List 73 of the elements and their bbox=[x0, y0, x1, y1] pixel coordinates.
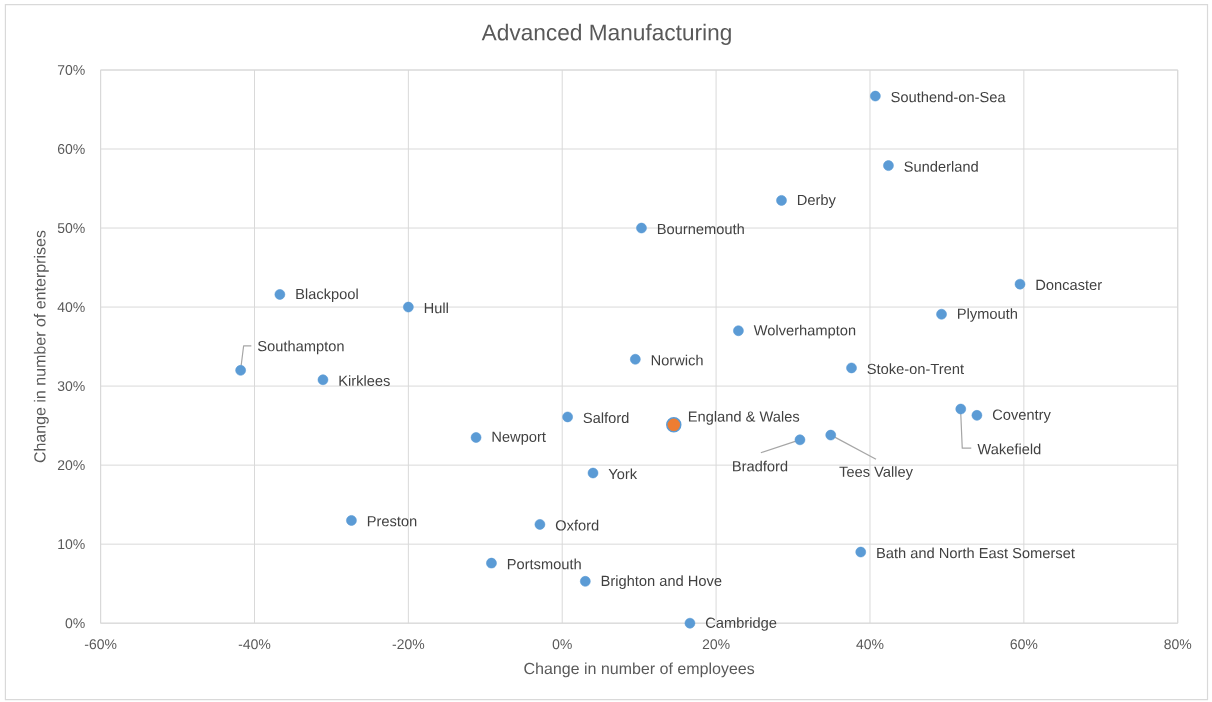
annotation: Preston bbox=[367, 516, 417, 527]
point bbox=[870, 90, 881, 102]
annotation: Salford bbox=[583, 412, 629, 424]
chart-title: Advanced Manufacturing bbox=[481, 23, 731, 45]
x-tick-label: 0% bbox=[552, 639, 572, 650]
point bbox=[562, 411, 573, 423]
annotation: Coventry bbox=[992, 409, 1051, 423]
annotation: York bbox=[608, 468, 638, 480]
point bbox=[470, 432, 482, 443]
y-axis-title: Change in number of enterprises bbox=[33, 230, 49, 463]
y-tick-label: 0% bbox=[65, 618, 85, 629]
annotation: Southend-on-Sea bbox=[891, 91, 1006, 103]
x-tick-label: 40% bbox=[856, 639, 884, 650]
y-tick-label: 70% bbox=[57, 65, 85, 75]
point bbox=[883, 160, 894, 171]
point bbox=[317, 374, 329, 386]
annotation: Cambridge bbox=[705, 617, 777, 631]
point bbox=[486, 557, 497, 569]
x-tick-label: 20% bbox=[702, 639, 730, 650]
annotation: Sunderland bbox=[904, 161, 978, 172]
point bbox=[776, 195, 787, 206]
annotation: Newport bbox=[492, 431, 546, 445]
annotation: Bath and North East Somerset bbox=[877, 547, 1075, 559]
point bbox=[403, 301, 414, 313]
x-tick-label: -40% bbox=[238, 639, 271, 650]
annotation: Norwich bbox=[651, 354, 703, 366]
y-tick-label: 30% bbox=[57, 381, 85, 392]
point bbox=[955, 403, 967, 415]
point bbox=[825, 429, 837, 441]
point bbox=[587, 467, 599, 479]
x-tick-label: 60% bbox=[1010, 639, 1038, 650]
annotation: Oxford bbox=[555, 519, 599, 531]
point bbox=[580, 576, 591, 587]
point bbox=[630, 353, 641, 365]
point bbox=[684, 617, 696, 629]
annotation: Doncaster bbox=[1036, 279, 1102, 291]
point bbox=[794, 434, 806, 446]
point bbox=[346, 515, 357, 526]
annotation: Wakefield bbox=[977, 443, 1041, 455]
annotation: Blackpool bbox=[296, 288, 358, 303]
y-tick-label: 50% bbox=[57, 223, 85, 234]
annotation: Wolverhampton bbox=[753, 324, 856, 339]
x-axis-title: Change in number of employees bbox=[524, 662, 755, 678]
annotation: Tees Valley bbox=[839, 466, 913, 480]
annotation: Derby bbox=[797, 194, 836, 209]
x-tick-label: -20% bbox=[392, 639, 425, 650]
point bbox=[235, 365, 246, 376]
y-tick-label: 20% bbox=[57, 460, 85, 471]
y-tick-label: 10% bbox=[58, 539, 85, 550]
point bbox=[666, 417, 682, 433]
annotation: Plymouth bbox=[958, 308, 1017, 322]
y-tick-label: 40% bbox=[57, 302, 85, 313]
point bbox=[733, 325, 744, 337]
annotation: Stoke-on-Trent bbox=[867, 363, 964, 375]
point bbox=[274, 289, 286, 300]
point bbox=[855, 546, 867, 558]
y-tick-label: 60% bbox=[57, 144, 85, 154]
point bbox=[534, 519, 546, 530]
point bbox=[846, 362, 857, 374]
point bbox=[1014, 278, 1026, 290]
series-label: England & Wales bbox=[688, 410, 800, 425]
annotation: Bournemouth bbox=[657, 223, 744, 235]
x-tick-label: -60% bbox=[84, 639, 117, 650]
annotation: Hull bbox=[424, 302, 448, 314]
x-tick-label: 80% bbox=[1164, 639, 1192, 650]
point bbox=[971, 410, 983, 421]
point bbox=[936, 308, 947, 320]
annotation: Brighton and Hove bbox=[601, 575, 722, 589]
annotation: Bradford bbox=[733, 460, 788, 472]
annotation: Kirklees bbox=[339, 375, 390, 386]
point bbox=[636, 222, 647, 234]
annotation: Portsmouth bbox=[507, 558, 581, 570]
annotation: Southampton bbox=[257, 340, 344, 355]
